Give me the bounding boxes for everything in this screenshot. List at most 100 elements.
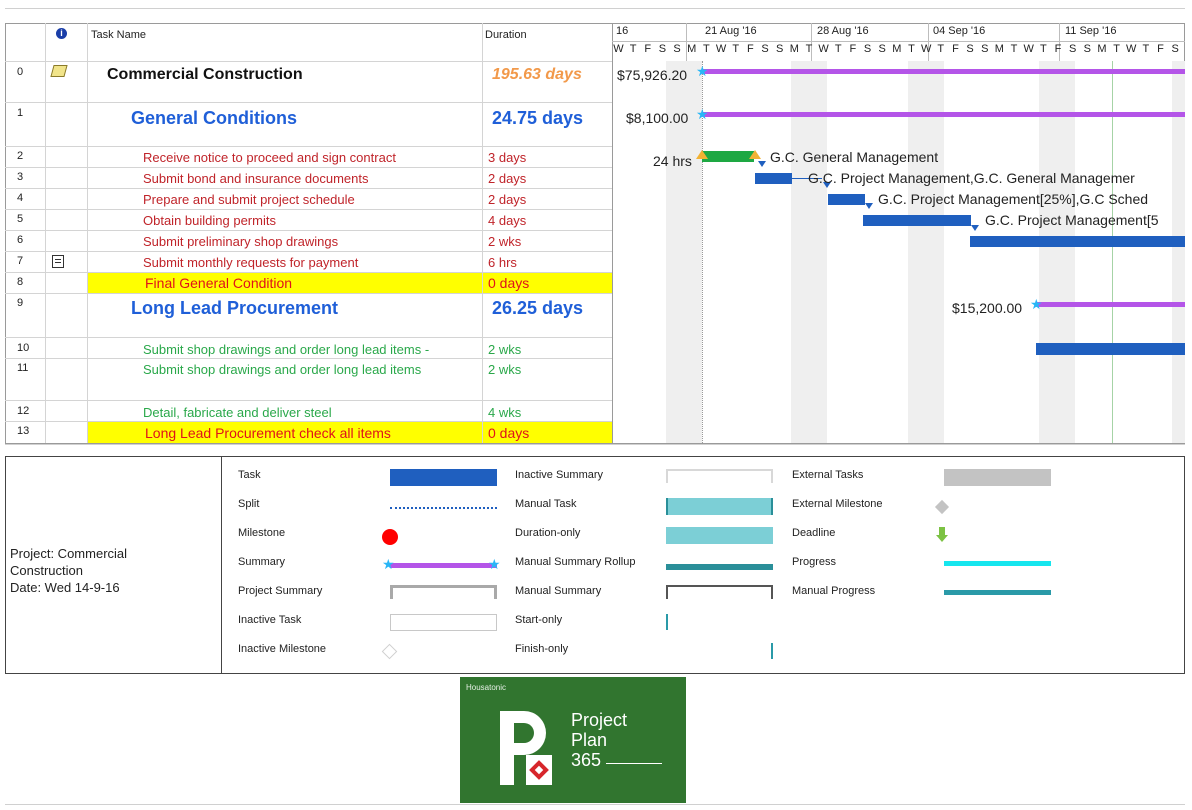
task-name[interactable]: Long Lead Procurement	[87, 294, 482, 337]
day-label: F	[1054, 43, 1062, 55]
task-name[interactable]: Long Lead Procurement check all items	[87, 422, 482, 443]
summary-star-icon: ★	[696, 63, 709, 79]
table-row[interactable]: 2 Receive notice to proceed and sign con…	[5, 146, 612, 167]
task-bar[interactable]	[828, 194, 865, 205]
task-duration[interactable]: 2 wks	[482, 231, 612, 251]
task-name[interactable]: Final General Condition	[87, 273, 482, 293]
day-label: T	[1142, 43, 1150, 55]
task-bar[interactable]	[970, 236, 1185, 247]
recurring-task-icon[interactable]	[52, 255, 64, 268]
table-row[interactable]: 5 Obtain building permits 4 days	[5, 209, 612, 230]
task-name[interactable]: Submit shop drawings and order long lead…	[87, 359, 482, 400]
task-duration[interactable]: 0 days	[482, 422, 612, 443]
task-name-header[interactable]: Task Name	[91, 29, 147, 41]
task-duration[interactable]: 2 days	[482, 168, 612, 188]
task-duration[interactable]: 6 hrs	[482, 252, 612, 272]
week-label: 04 Sep '16	[933, 25, 986, 37]
info-icon[interactable]: i	[56, 28, 67, 39]
weekend-band	[908, 61, 944, 443]
table-row[interactable]: 9 Long Lead Procurement 26.25 days	[5, 293, 612, 337]
task-duration[interactable]: 2 wks	[482, 338, 612, 358]
legend-label: Finish-only	[515, 643, 569, 655]
table-row[interactable]: 3 Submit bond and insurance documents 2 …	[5, 167, 612, 188]
legend-label: Summary	[238, 556, 286, 568]
row-id: 3	[17, 171, 24, 183]
table-row[interactable]: 13 Long Lead Procurement check all items…	[5, 421, 612, 443]
day-label: S	[966, 43, 974, 55]
task-name[interactable]: Detail, fabricate and deliver steel	[87, 401, 482, 421]
row-id: 13	[17, 425, 30, 437]
task-bar[interactable]	[702, 151, 754, 162]
day-label: F	[746, 43, 754, 55]
legend-divider	[221, 457, 222, 674]
task-name[interactable]: Submit preliminary shop drawings	[87, 231, 482, 251]
weekend-band	[791, 61, 827, 443]
legend-label: Manual Summary Rollup	[515, 556, 636, 568]
day-label: M	[892, 43, 902, 55]
task-duration[interactable]: 0 days	[482, 273, 612, 293]
task-duration[interactable]: 3 days	[482, 147, 612, 167]
task-duration[interactable]: 4 days	[482, 210, 612, 230]
top-rule	[5, 8, 1185, 9]
external-milestone-swatch	[934, 499, 950, 515]
task-name[interactable]: Commercial Construction	[87, 62, 482, 102]
task-duration[interactable]: 2 days	[482, 189, 612, 209]
summary-bar[interactable]	[702, 69, 1185, 74]
task-duration[interactable]: 24.75 days	[482, 103, 612, 146]
task-duration[interactable]: 26.25 days	[482, 294, 612, 337]
table-row[interactable]: 1 General Conditions 24.75 days	[5, 102, 612, 146]
task-name[interactable]: Submit monthly requests for payment	[87, 252, 482, 272]
row-indicator	[45, 294, 87, 337]
table-row[interactable]: 7 Submit monthly requests for payment 6 …	[5, 251, 612, 272]
table-row[interactable]: 10 Submit shop drawings and order long l…	[5, 337, 612, 358]
task-name[interactable]: Submit shop drawings and order long lead…	[87, 338, 482, 358]
table-row[interactable]: 12 Detail, fabricate and deliver steel 4…	[5, 400, 612, 421]
task-bar[interactable]	[863, 215, 971, 226]
task-grid: i Task Name Duration 0 Commercial Constr…	[5, 23, 613, 443]
day-label: S	[878, 43, 886, 55]
task-name[interactable]: Prepare and submit project schedule	[87, 189, 482, 209]
row-id: 5	[17, 213, 24, 225]
notes-icon[interactable]	[50, 65, 68, 77]
summary-bar[interactable]	[1036, 302, 1185, 307]
table-row[interactable]: 6 Submit preliminary shop drawings 2 wks	[5, 230, 612, 251]
table-row[interactable]: 8 Final General Condition 0 days	[5, 272, 612, 293]
task-name[interactable]: Submit bond and insurance documents	[87, 168, 482, 188]
task-duration[interactable]: 195.63 days	[482, 62, 612, 102]
row-id: 1	[17, 107, 24, 119]
duration-header[interactable]: Duration	[485, 29, 527, 41]
day-label: T	[732, 43, 740, 55]
legend-label: Deadline	[792, 527, 836, 539]
table-row[interactable]: 4 Prepare and submit project schedule 2 …	[5, 188, 612, 209]
project-plan-365-logo: Housatonic Project Plan 365	[460, 677, 686, 803]
table-row[interactable]: 0 Commercial Construction 195.63 days	[5, 61, 612, 102]
cost-label: $15,200.00	[952, 300, 1023, 316]
logo-text: Plan	[571, 730, 608, 750]
summary-bar[interactable]	[702, 112, 1185, 117]
resource-label: G.C. General Management	[770, 149, 939, 165]
link-arrow	[823, 182, 831, 188]
day-label: S	[1171, 43, 1179, 55]
week-label: 11 Sep '16	[1065, 25, 1117, 37]
task-duration[interactable]: 2 wks	[482, 359, 612, 400]
legend-label: Start-only	[515, 614, 563, 626]
legend-label: Inactive Task	[238, 614, 302, 626]
week-label: 21 Aug '16	[705, 25, 757, 37]
week-separator	[811, 23, 812, 61]
milestone-swatch	[382, 529, 398, 545]
summary-star-icon: ★	[696, 106, 709, 122]
task-name[interactable]: Obtain building permits	[87, 210, 482, 230]
manual-task-swatch	[666, 498, 773, 515]
day-label: T	[703, 43, 710, 55]
day-label: W	[613, 43, 624, 55]
weekend-band	[666, 61, 702, 443]
task-name[interactable]: Receive notice to proceed and sign contr…	[87, 147, 482, 167]
legend-label: Inactive Summary	[515, 469, 604, 481]
row-indicator	[45, 189, 87, 209]
task-name[interactable]: General Conditions	[87, 103, 482, 146]
table-row[interactable]: 11 Submit shop drawings and order long l…	[5, 358, 612, 400]
task-duration[interactable]: 4 wks	[482, 401, 612, 421]
task-bar[interactable]	[1036, 343, 1185, 355]
task-bar[interactable]	[755, 173, 792, 184]
duration-only-swatch	[666, 527, 773, 544]
